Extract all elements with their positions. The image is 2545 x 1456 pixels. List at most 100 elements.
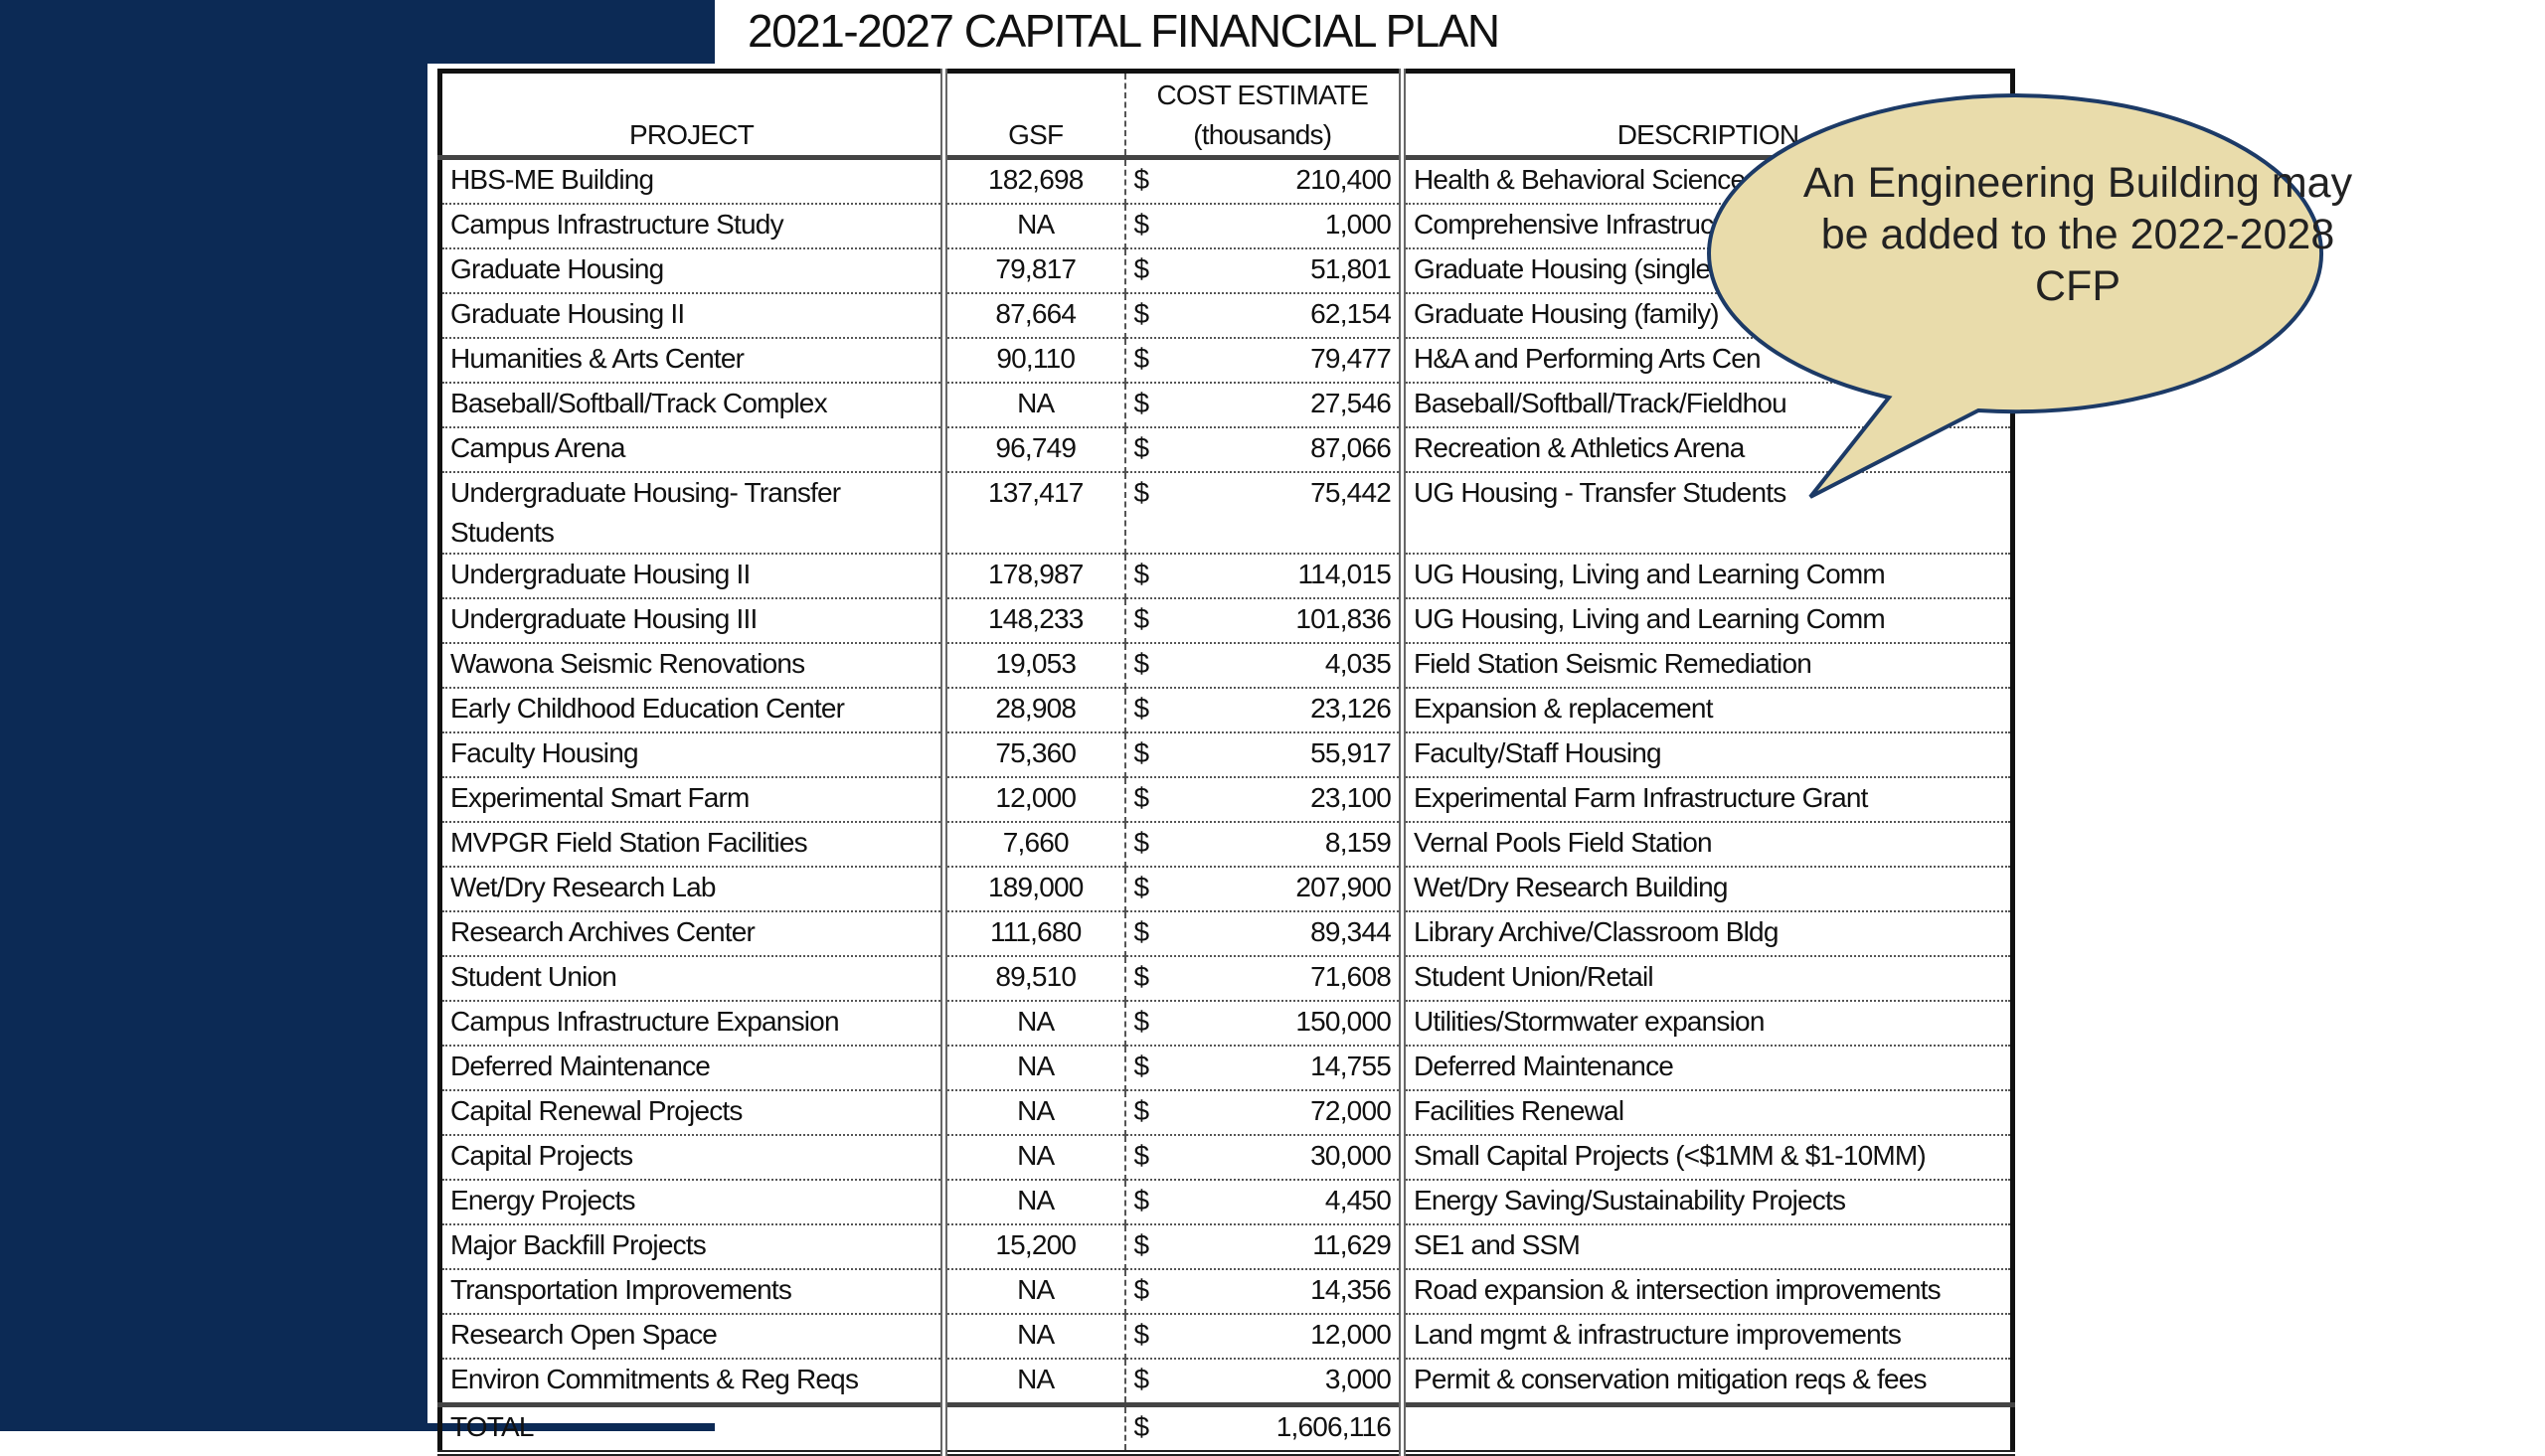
gsf-cell: 96,749: [943, 427, 1126, 473]
table-row: Humanities & Arts Center 90,110 $79,477 H&A…: [439, 338, 2013, 384]
cost-value: 75,442: [1310, 477, 1392, 508]
header-cost-line2: (thousands): [1193, 119, 1332, 150]
cost-value: 210,400: [1295, 164, 1391, 195]
gsf-cell: NA: [943, 1180, 1126, 1225]
cost-value: 55,917: [1310, 737, 1392, 768]
project-cell: Graduate Housing: [439, 248, 947, 294]
table-row: Environ Commitments & Reg Reqs NA $3,000 Pe…: [439, 1359, 2013, 1406]
description-cell: Land mgmt & infrastructure improvements: [1402, 1314, 2013, 1360]
table-row: Major Backfill Projects 15,200 $11,629 SE1 …: [439, 1224, 2013, 1270]
cost-value: 89,344: [1310, 916, 1392, 947]
description-cell: Wet/Dry Research Building: [1402, 867, 2013, 912]
cost-value: 87,066: [1310, 432, 1392, 463]
cost-cell: $4,450: [1124, 1180, 1406, 1225]
table-row: Campus Infrastructure Expansion NA $150,00…: [439, 1001, 2013, 1047]
gsf-cell: NA: [943, 1359, 1126, 1406]
project-cell: Undergraduate Housing II: [439, 554, 947, 599]
table-row: Early Childhood Education Center 28,908 $2…: [439, 688, 2013, 733]
gsf-cell: NA: [943, 204, 1126, 249]
cost-value: 4,035: [1324, 648, 1392, 679]
header-cost-line1: COST ESTIMATE: [1156, 80, 1369, 110]
description-cell: SE1 and SSM: [1402, 1224, 2013, 1270]
cost-cell: $150,000: [1124, 1001, 1406, 1047]
description-cell: Vernal Pools Field Station: [1402, 822, 2013, 868]
cost-value: 8,159: [1324, 827, 1392, 858]
cost-cell: $75,442: [1124, 472, 1406, 555]
table-row: Undergraduate Housing II 178,987 $114,015 U…: [439, 554, 2013, 599]
gsf-cell: 19,053: [943, 643, 1126, 689]
dollar-sign: $: [1133, 253, 1150, 284]
description-cell: Utilities/Stormwater expansion: [1402, 1001, 2013, 1047]
gsf-cell: 148,233: [943, 598, 1126, 644]
description-cell: Deferred Maintenance: [1402, 1046, 2013, 1091]
description-cell: UG Housing - Transfer Students: [1402, 472, 2013, 555]
header-cost: COST ESTIMATE (thousands): [1124, 71, 1406, 160]
dollar-sign: $: [1133, 961, 1150, 992]
project-cell: Student Union: [439, 956, 947, 1002]
gsf-cell: NA: [943, 1001, 1126, 1047]
dollar-sign: $: [1133, 1364, 1150, 1394]
gsf-cell: 12,000: [943, 777, 1126, 823]
dollar-sign: $: [1133, 1274, 1150, 1305]
dollar-sign: $: [1133, 827, 1150, 858]
page-title: 2021-2027 CAPITAL FINANCIAL PLAN: [748, 5, 1500, 57]
table-row: Student Union 89,510 $71,608 Student Union/…: [439, 956, 2013, 1002]
dollar-sign: $: [1133, 693, 1150, 724]
project-cell: MVPGR Field Station Facilities: [439, 822, 947, 868]
cost-cell: $51,801: [1124, 248, 1406, 294]
table-row: Deferred Maintenance NA $14,755 Deferred Ma…: [439, 1046, 2013, 1091]
project-cell: Capital Renewal Projects: [439, 1090, 947, 1136]
cost-cell: $114,015: [1124, 554, 1406, 599]
dollar-sign: $: [1133, 1319, 1150, 1350]
gsf-cell: NA: [943, 1090, 1126, 1136]
cost-cell: $27,546: [1124, 383, 1406, 428]
project-cell: Energy Projects: [439, 1180, 947, 1225]
cost-cell: $3,000: [1124, 1359, 1406, 1406]
gsf-cell: 79,817: [943, 248, 1126, 294]
gsf-cell: 182,698: [943, 157, 1126, 205]
project-cell: Major Backfill Projects: [439, 1224, 947, 1270]
cost-cell: $8,159: [1124, 822, 1406, 868]
cost-value: 23,100: [1310, 782, 1392, 813]
gsf-cell: 90,110: [943, 338, 1126, 384]
description-cell: Facilities Renewal: [1402, 1090, 2013, 1136]
description-cell: Library Archive/Classroom Bldg: [1402, 911, 2013, 957]
cost-cell: $210,400: [1124, 157, 1406, 205]
table-row: Research Archives Center 111,680 $89,344 Li…: [439, 911, 2013, 957]
cost-cell: $62,154: [1124, 293, 1406, 339]
gsf-cell: NA: [943, 1269, 1126, 1315]
dollar-sign: $: [1133, 648, 1150, 679]
table-row: Transportation Improvements NA $14,356 Road…: [439, 1269, 2013, 1315]
gsf-cell: 111,680: [943, 911, 1126, 957]
gsf-cell: 87,664: [943, 293, 1126, 339]
navy-side-panel: [0, 0, 427, 1431]
cost-cell: $71,608: [1124, 956, 1406, 1002]
cost-value: 14,755: [1310, 1051, 1392, 1081]
cost-value: 11,629: [1312, 1229, 1392, 1260]
project-cell: Environ Commitments & Reg Reqs: [439, 1359, 947, 1406]
description-cell: Student Union/Retail: [1402, 956, 2013, 1002]
cost-value: 14,356: [1310, 1274, 1392, 1305]
project-cell: Campus Infrastructure Study: [439, 204, 947, 249]
callout-shape: [1707, 93, 2323, 499]
project-cell: Undergraduate Housing- Transfer Students: [439, 472, 947, 555]
table-row: Wawona Seismic Renovations 19,053 $4,035 Fi…: [439, 643, 2013, 689]
gsf-cell: 15,200: [943, 1224, 1126, 1270]
navy-top-strip: [0, 0, 715, 64]
dollar-sign: $: [1133, 1006, 1150, 1037]
cost-value: 79,477: [1310, 343, 1392, 374]
project-cell: Research Archives Center: [439, 911, 947, 957]
navy-bottom-strip: [0, 1423, 715, 1431]
project-cell: Capital Projects: [439, 1135, 947, 1181]
cost-cell: $207,900: [1124, 867, 1406, 912]
dollar-sign: $: [1133, 1051, 1150, 1081]
dollar-sign: $: [1133, 737, 1150, 768]
cost-value: 51,801: [1310, 253, 1392, 284]
cost-cell: $1,000: [1124, 204, 1406, 249]
header-gsf: GSF: [943, 71, 1126, 160]
cost-value: 23,126: [1310, 693, 1392, 724]
gsf-cell: NA: [943, 1135, 1126, 1181]
cost-value: 12,000: [1310, 1319, 1392, 1350]
gsf-cell: NA: [943, 1046, 1126, 1091]
